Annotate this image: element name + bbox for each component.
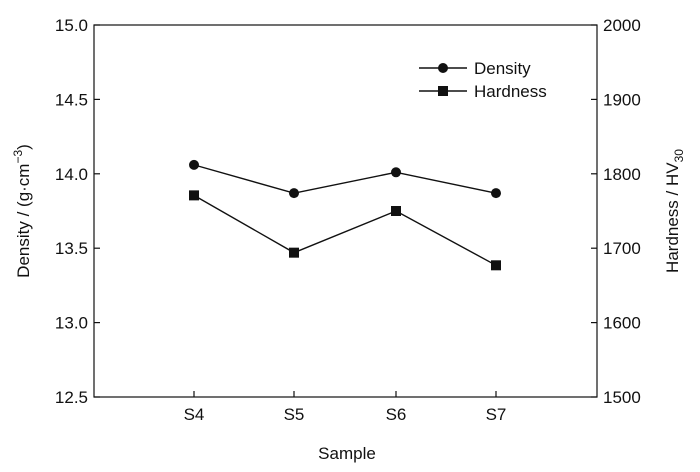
right-tick-label: 2000 xyxy=(603,16,641,35)
left-tick-label: 13.5 xyxy=(55,239,88,258)
left-axis-title-superscript: −3 xyxy=(11,150,25,164)
x-tick-label: S6 xyxy=(386,405,407,424)
legend-hardness-label: Hardness xyxy=(474,82,547,101)
density-series-line xyxy=(193,164,497,194)
right-axis-title: Hardness / HV30 xyxy=(663,149,686,273)
right-axis-title-subscript: 30 xyxy=(672,149,686,163)
left-tick-label: 15.0 xyxy=(55,16,88,35)
x-tick-label: S4 xyxy=(184,405,205,424)
legend: Density Hardness xyxy=(419,59,547,101)
hardness-point xyxy=(189,190,199,201)
hardness-point xyxy=(491,260,501,271)
hardness-point xyxy=(289,247,299,258)
x-axis-ticks: S4 S5 S6 S7 xyxy=(184,391,507,424)
legend-density-marker xyxy=(438,63,448,73)
left-axis-title: Density / (g·cm−3) xyxy=(11,144,33,278)
hardness-point xyxy=(391,206,401,216)
right-tick-label: 1800 xyxy=(603,165,641,184)
legend-item-hardness: Hardness xyxy=(419,82,547,101)
density-point xyxy=(491,188,501,199)
x-tick-label: S7 xyxy=(486,405,507,424)
x-axis-title: Sample xyxy=(318,444,376,463)
density-point xyxy=(391,167,401,178)
plot-frame xyxy=(93,24,598,398)
legend-item-density: Density xyxy=(419,59,531,78)
left-tick-label: 13.0 xyxy=(55,314,88,333)
density-point xyxy=(289,188,299,199)
series-layer xyxy=(189,159,501,271)
density-point xyxy=(189,159,199,170)
legend-density-label: Density xyxy=(474,59,531,78)
right-axis-title-main: Hardness / HV xyxy=(663,162,682,273)
right-tick-label: 1600 xyxy=(603,314,641,333)
right-tick-label: 1700 xyxy=(603,239,641,258)
hardness-series-line xyxy=(193,194,497,266)
left-axis-ticks: 12.5 13.0 13.5 14.0 14.5 15.0 xyxy=(55,16,100,407)
left-tick-label: 14.5 xyxy=(55,90,88,109)
right-tick-label: 1500 xyxy=(603,388,641,407)
left-axis-title-main: Density / (g·cm xyxy=(14,164,33,278)
left-tick-label: 12.5 xyxy=(55,388,88,407)
left-tick-label: 14.0 xyxy=(55,165,88,184)
x-tick-label: S5 xyxy=(284,405,305,424)
left-axis-title-end: ) xyxy=(14,144,33,150)
legend-hardness-marker xyxy=(438,86,448,96)
right-axis-ticks: 1500 1600 1700 1800 1900 2000 xyxy=(591,16,641,407)
right-tick-label: 1900 xyxy=(603,90,641,109)
